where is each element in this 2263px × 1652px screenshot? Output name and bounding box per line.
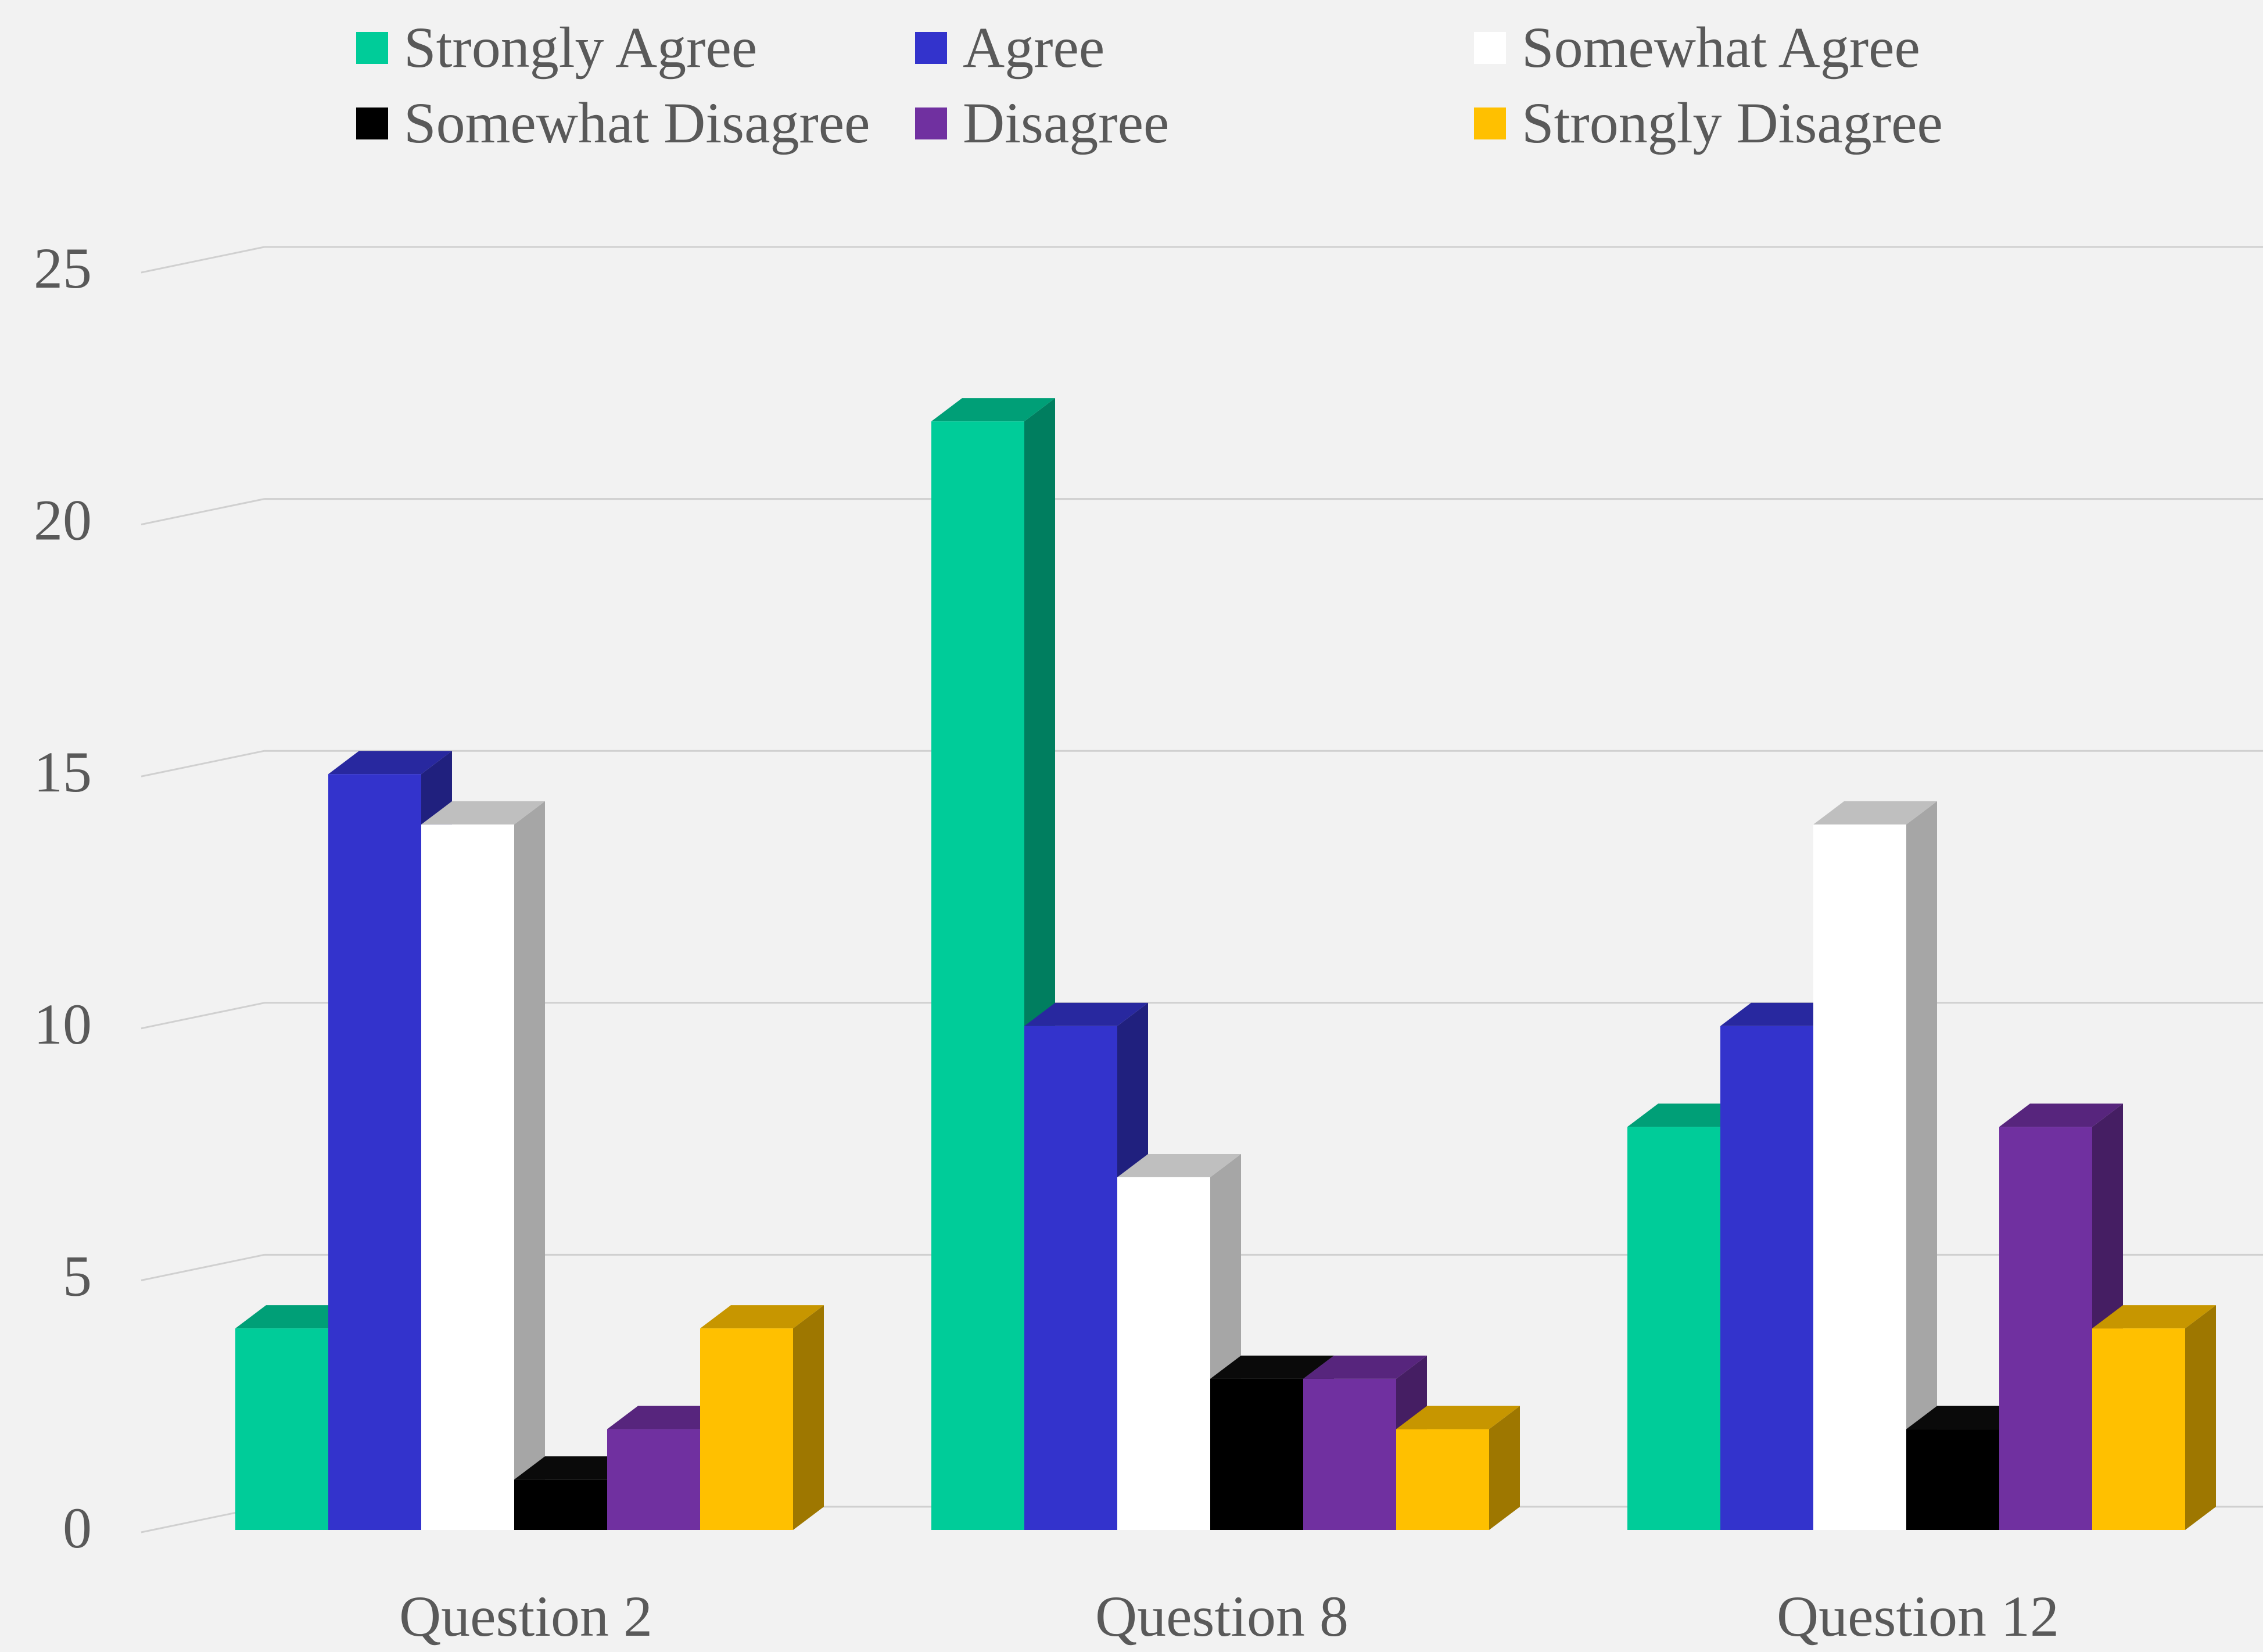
bar-front — [1117, 1177, 1210, 1530]
bar-front — [700, 1328, 793, 1530]
bar-front — [2092, 1328, 2185, 1530]
legend-item: Strongly Disagree — [1474, 91, 1943, 155]
y-tick-label: 5 — [63, 1244, 92, 1308]
bar — [1813, 801, 1937, 1530]
y-tick-label: 10 — [34, 992, 92, 1056]
legend-label: Agree — [963, 15, 1104, 80]
bar-top — [1627, 1103, 1751, 1127]
bar-front — [931, 421, 1024, 1531]
legend-item: Disagree — [915, 91, 1169, 155]
bar-top — [514, 1456, 638, 1480]
bars — [235, 398, 2216, 1531]
legend-item: Agree — [915, 15, 1104, 80]
bar-top — [2092, 1305, 2216, 1329]
gridline-side — [141, 750, 265, 777]
legend-swatch — [915, 107, 947, 139]
bar-front — [421, 824, 514, 1530]
bar-front — [1999, 1127, 2092, 1530]
x-category-label: Question 2 — [399, 1584, 652, 1649]
bar — [2092, 1305, 2216, 1530]
bar-top — [607, 1406, 731, 1429]
bar-front — [235, 1328, 328, 1530]
legend-swatch — [356, 32, 388, 64]
bar-front — [1210, 1378, 1303, 1530]
bar — [421, 801, 545, 1530]
bar-top — [421, 801, 545, 825]
bar-top — [1720, 1002, 1844, 1026]
legend-swatch — [1474, 107, 1506, 139]
bar-top — [1024, 1002, 1148, 1026]
bar — [1024, 1002, 1148, 1530]
x-category-label: Question 12 — [1777, 1584, 2059, 1649]
y-tick-label: 20 — [34, 488, 92, 553]
bar-top — [1906, 1406, 2030, 1429]
bar-top — [1396, 1406, 1520, 1429]
legend-swatch — [915, 32, 947, 64]
legend-item: Somewhat Disagree — [356, 91, 870, 155]
bar-top — [1999, 1103, 2123, 1127]
legend-label: Somewhat Disagree — [404, 91, 870, 155]
gridline-side — [141, 498, 265, 526]
bar-front — [1396, 1429, 1489, 1530]
x-category-label: Question 8 — [1095, 1584, 1349, 1649]
legend-label: Strongly Agree — [404, 15, 757, 80]
bar-side — [2185, 1305, 2216, 1530]
bar-top — [1813, 801, 1937, 825]
y-axis: 0 5 10 15 20 25 — [34, 236, 92, 1560]
bar-top — [1303, 1355, 1427, 1379]
bar-top — [700, 1305, 824, 1329]
legend-label: Disagree — [963, 91, 1169, 155]
bar — [1396, 1406, 1520, 1530]
legend-item: Strongly Agree — [356, 15, 757, 80]
bar-side — [1906, 801, 1937, 1530]
bar-side — [793, 1305, 824, 1530]
bar-front — [1906, 1429, 1999, 1530]
legend-label: Strongly Disagree — [1522, 91, 1943, 155]
bar-front — [607, 1429, 700, 1530]
legend-item: Somewhat Agree — [1474, 15, 1920, 80]
legend-swatch — [356, 107, 388, 139]
legend-swatch — [1474, 32, 1506, 64]
bar-front — [514, 1479, 607, 1530]
y-tick-label: 25 — [34, 236, 92, 300]
gridline-side — [141, 1253, 265, 1281]
gridline-side — [141, 246, 265, 274]
bar-front — [1627, 1127, 1720, 1530]
gridline-side — [141, 1002, 265, 1030]
bar-front — [1303, 1378, 1396, 1530]
bar-top — [1210, 1355, 1334, 1379]
x-axis: Question 2 Question 8 Question 12 — [399, 1584, 2059, 1649]
bar-front — [1813, 824, 1906, 1530]
legend: Strongly Agree Agree Somewhat Agree Somewha… — [356, 15, 1943, 155]
y-tick-label: 0 — [63, 1496, 92, 1560]
bar-side — [1489, 1406, 1520, 1530]
legend-label: Somewhat Agree — [1522, 15, 1920, 80]
bar-top — [235, 1305, 359, 1329]
bar — [700, 1305, 824, 1530]
bar-top — [328, 751, 452, 775]
bar-top — [1117, 1153, 1241, 1177]
bar-front — [1720, 1026, 1813, 1530]
bar-top — [931, 398, 1055, 422]
bar-front — [328, 774, 421, 1530]
bar-side — [514, 801, 545, 1530]
bar-front — [1024, 1026, 1117, 1530]
y-tick-label: 15 — [34, 740, 92, 804]
